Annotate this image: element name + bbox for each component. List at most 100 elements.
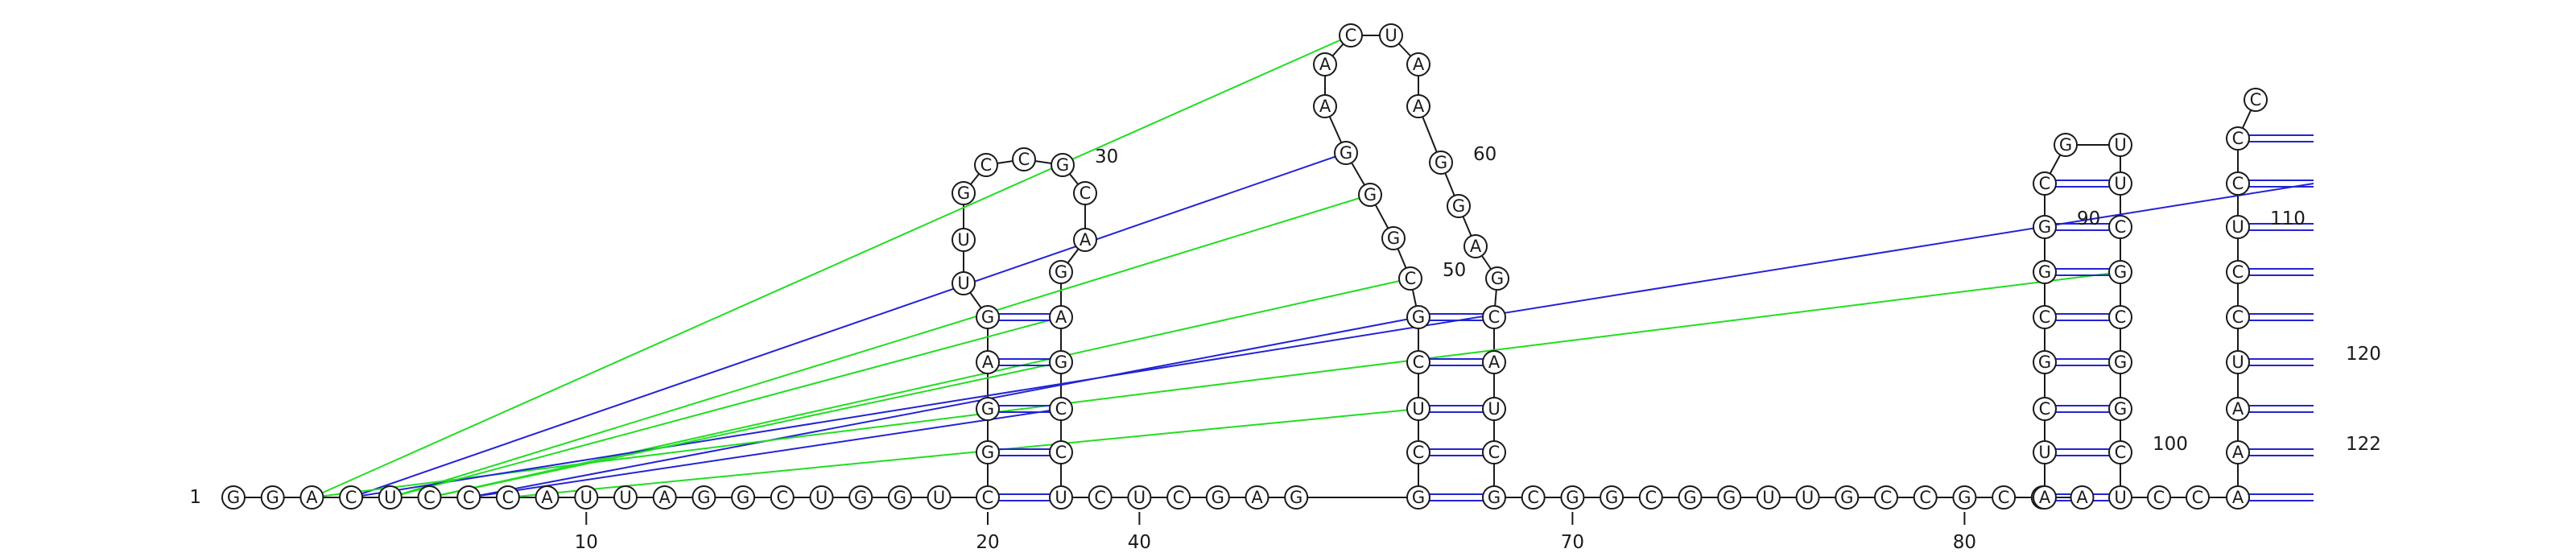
svg-text:C: C [2232,129,2244,148]
nucleotide: G [1447,194,1471,218]
position-label: 110 [2270,208,2306,229]
svg-text:G: G [2038,217,2051,237]
nucleotide: G [1482,485,1506,510]
nucleotide: U [952,228,976,252]
nucleotide: A [299,485,324,510]
nucleotide: U [1379,23,1403,47]
tertiary-interactions [311,35,2314,498]
svg-text:C: C [1488,307,1501,327]
nucleotide: C [456,485,481,510]
svg-text:G: G [981,443,994,462]
nucleotide: G [1051,153,1075,177]
nucleotide: C [1049,397,1073,421]
position-label: 50 [1443,260,1466,281]
nucleotide: A [535,485,559,510]
nucleotide: G [976,305,1000,329]
nucleotide: U [613,485,638,510]
svg-text:G: G [1055,262,1067,282]
svg-text:C: C [1919,488,1931,507]
nucleotide: C [1638,485,1663,510]
svg-text:U: U [1488,399,1500,419]
svg-text:A: A [1319,97,1331,116]
svg-text:G: G [1212,488,1224,507]
position-label: 120 [2346,344,2381,365]
svg-text:A: A [306,488,318,507]
nucleotide: A [1482,350,1506,374]
base-pair [1418,405,1494,413]
svg-text:A: A [1413,97,1425,116]
nucleotide: U [2033,440,2057,464]
nucleotide: C [339,485,364,510]
tertiary-interaction-line [390,194,1371,498]
nucleotide: G [2108,260,2132,284]
svg-text:A: A [1319,55,1331,74]
nucleotide: A [2226,440,2250,464]
nucleotide: G [691,485,716,510]
svg-text:A: A [1055,307,1067,327]
svg-text:G: G [1340,143,1352,163]
svg-text:C: C [1405,269,1417,288]
base-pair [2238,358,2314,366]
svg-text:C: C [1413,353,1425,372]
svg-text:U: U [384,488,396,507]
svg-text:U: U [1762,488,1774,507]
svg-text:C: C [502,488,514,507]
nucleotide: G [952,181,976,205]
nucleotide: G [1560,485,1585,510]
base-pair [988,448,1061,456]
svg-text:C: C [2039,174,2051,193]
svg-text:C: C [1173,488,1185,507]
svg-text:G: G [981,399,994,419]
nucleotide: C [976,485,1000,510]
nucleotide: G [2108,350,2132,374]
svg-text:A: A [541,488,553,507]
base-pair [2045,448,2120,456]
nucleotide: C [2186,485,2210,510]
base-pair [2238,268,2314,276]
nucleotide: U [2226,215,2250,239]
svg-text:A: A [2232,443,2244,462]
position-label: 1 [189,487,201,508]
svg-text:G: G [2114,353,2127,372]
svg-text:G: G [1566,488,1579,507]
svg-text:U: U [2114,174,2126,193]
tertiary-interaction-line [429,278,1411,498]
svg-text:C: C [2039,399,2051,419]
svg-text:C: C [1413,443,1425,462]
tertiary-interaction-line [390,316,1062,498]
svg-text:C: C [345,488,357,507]
svg-text:C: C [982,488,994,507]
tertiary-interaction-line [429,361,1062,498]
svg-text:C: C [2232,262,2244,282]
svg-text:C: C [423,488,436,507]
nucleotide: C [417,485,442,510]
svg-text:C: C [2115,443,2127,462]
svg-text:U: U [2231,217,2244,237]
nucleotide: A [652,485,677,510]
svg-text:U: U [1385,26,1397,45]
nucleotide: C [1012,147,1036,171]
nucleotide: C [1874,485,1898,510]
svg-text:U: U [957,274,969,293]
base-pair [2238,223,2314,231]
nucleotide: G [1485,266,1509,291]
svg-text:C: C [2115,217,2127,237]
svg-text:C: C [1345,26,1357,45]
nucleotide: U [2108,485,2132,510]
base-pair [2045,179,2120,188]
nucleotide: A [2226,485,2250,510]
svg-text:C: C [980,155,993,175]
svg-text:U: U [815,488,828,507]
nucleotide: C [1482,305,1506,329]
svg-text:A: A [982,353,994,372]
nucleotide: G [2033,215,2057,239]
base-pair [1418,313,1494,321]
base-pair [988,358,1061,366]
svg-text:A: A [659,488,671,507]
svg-text:G: G [1412,307,1425,327]
base-pair [2045,268,2120,276]
svg-text:G: G [737,488,749,507]
svg-text:U: U [1802,488,1814,507]
nucleotide: U [809,485,834,510]
nucleotide: G [976,397,1000,421]
